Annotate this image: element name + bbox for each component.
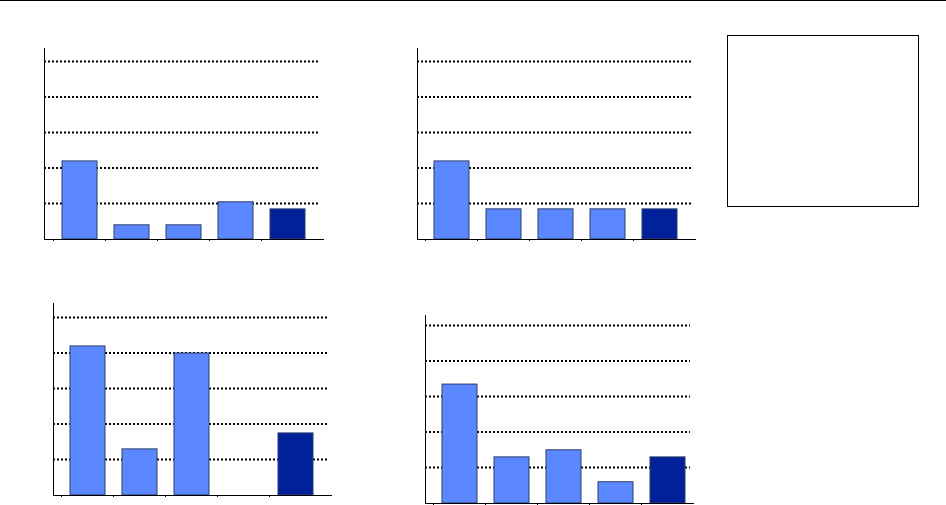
- bar: [173, 352, 210, 496]
- chart-3: [53, 303, 332, 497]
- legend-box: [727, 35, 919, 207]
- bar: [217, 201, 254, 240]
- bar: [69, 345, 106, 496]
- bar: [113, 224, 150, 240]
- top-border-line: [0, 0, 946, 1]
- bar: [649, 456, 686, 504]
- bar: [61, 160, 98, 240]
- bar: [493, 456, 530, 504]
- bar: [485, 208, 522, 240]
- bar: [537, 208, 574, 240]
- bar: [277, 432, 314, 496]
- chart-4: [425, 315, 694, 505]
- bar: [269, 208, 306, 240]
- bar: [441, 383, 478, 504]
- bar: [597, 481, 634, 504]
- bar: [641, 208, 678, 240]
- chart-2: [417, 48, 696, 241]
- bar: [589, 208, 626, 240]
- bar: [545, 449, 582, 504]
- chart-1: [44, 48, 324, 241]
- bar: [165, 224, 202, 240]
- bar: [121, 448, 158, 496]
- bar: [433, 160, 470, 240]
